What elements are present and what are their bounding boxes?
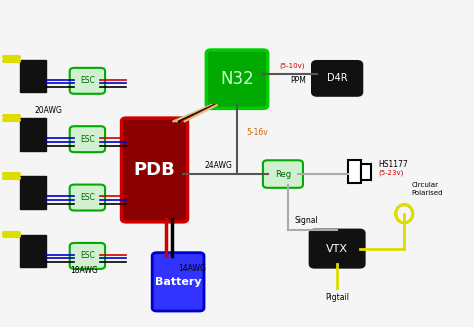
Bar xyxy=(20,235,46,267)
FancyBboxPatch shape xyxy=(206,50,268,108)
Text: 20AWG: 20AWG xyxy=(35,106,63,114)
FancyBboxPatch shape xyxy=(263,160,303,188)
Text: 5-16v: 5-16v xyxy=(246,128,268,137)
FancyBboxPatch shape xyxy=(152,253,204,311)
Text: (5-10v): (5-10v) xyxy=(280,63,305,69)
Text: PDB: PDB xyxy=(134,161,175,179)
Text: Pigtail: Pigtail xyxy=(325,293,349,301)
Text: 18AWG: 18AWG xyxy=(70,266,98,275)
Text: 14AWG: 14AWG xyxy=(178,264,206,273)
FancyBboxPatch shape xyxy=(312,61,362,95)
Text: ESC: ESC xyxy=(80,76,95,85)
Text: (5-23v): (5-23v) xyxy=(378,170,404,177)
Bar xyxy=(20,177,46,209)
FancyBboxPatch shape xyxy=(70,243,105,269)
Text: VTX: VTX xyxy=(326,244,348,254)
FancyBboxPatch shape xyxy=(121,118,188,222)
Bar xyxy=(20,118,46,150)
Text: Reg: Reg xyxy=(275,169,291,179)
FancyBboxPatch shape xyxy=(70,184,105,211)
Text: N32: N32 xyxy=(220,70,254,88)
Text: Battery: Battery xyxy=(155,277,201,287)
Text: HS1177: HS1177 xyxy=(378,160,408,169)
Text: Circular
Polarised: Circular Polarised xyxy=(411,182,443,197)
Text: PPM: PPM xyxy=(290,76,306,85)
Text: 24AWG: 24AWG xyxy=(204,162,232,170)
Text: ESC: ESC xyxy=(80,251,95,260)
Bar xyxy=(20,60,46,92)
FancyBboxPatch shape xyxy=(70,68,105,94)
Bar xyxy=(361,164,371,180)
Text: ESC: ESC xyxy=(80,193,95,202)
Bar xyxy=(348,160,361,183)
FancyBboxPatch shape xyxy=(310,230,364,267)
FancyBboxPatch shape xyxy=(70,126,105,152)
Text: ESC: ESC xyxy=(80,135,95,144)
Text: D4R: D4R xyxy=(327,73,347,83)
Text: Signal: Signal xyxy=(295,216,319,225)
